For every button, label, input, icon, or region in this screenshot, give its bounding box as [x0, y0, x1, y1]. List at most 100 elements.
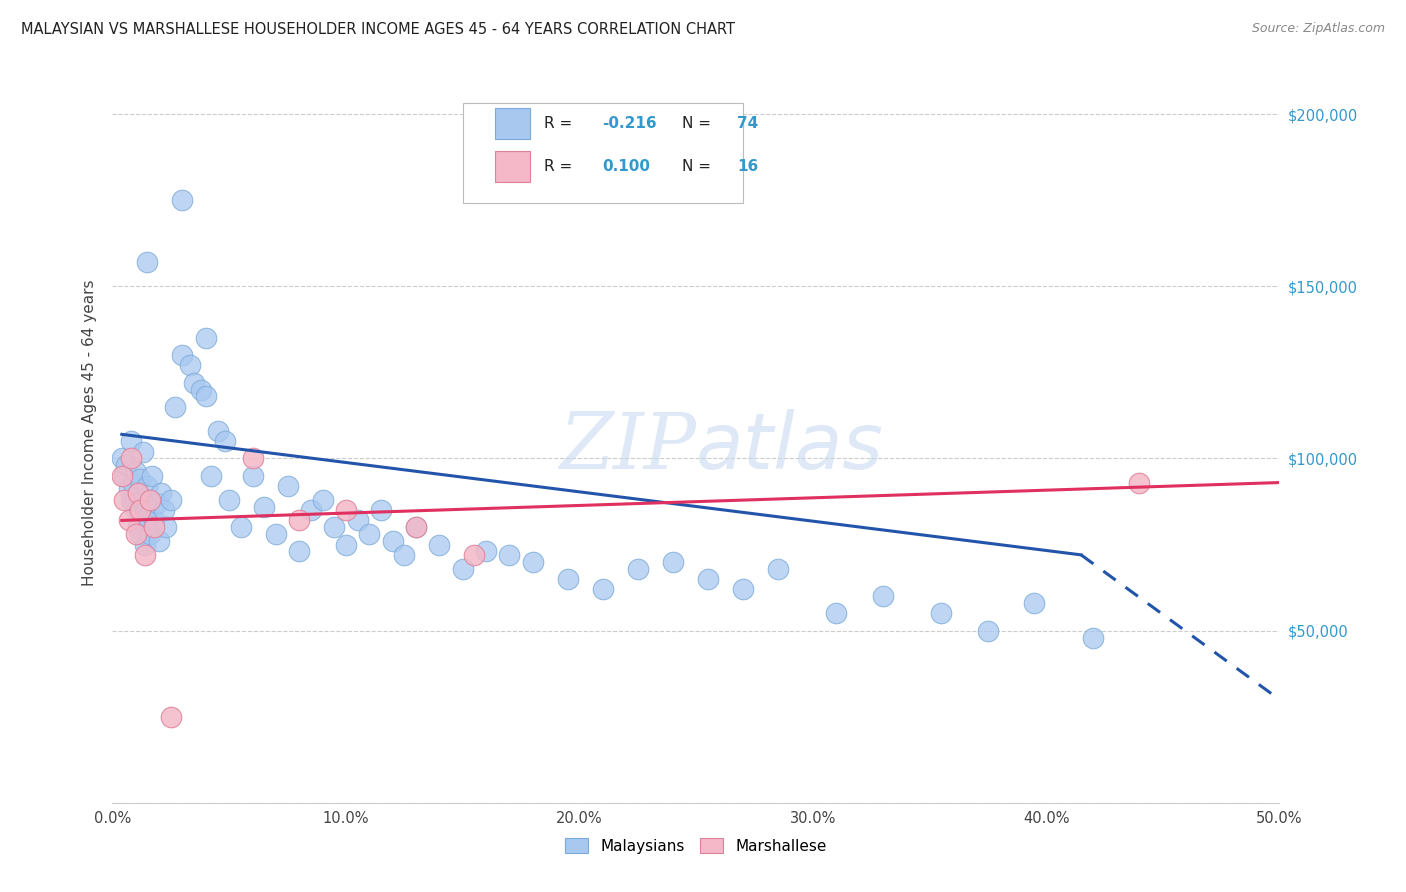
Text: atlas: atlas — [696, 409, 884, 485]
Point — [214, 434, 236, 449]
Point — [136, 479, 159, 493]
Point — [122, 496, 145, 510]
Point — [127, 520, 149, 534]
Point — [288, 544, 311, 558]
Text: ZIP: ZIP — [558, 409, 696, 485]
Point — [194, 331, 217, 345]
Point — [335, 537, 357, 551]
Text: MALAYSIAN VS MARSHALLESE HOUSEHOLDER INCOME AGES 45 - 64 YEARS CORRELATION CHART: MALAYSIAN VS MARSHALLESE HOUSEHOLDER INC… — [21, 22, 735, 37]
Point — [229, 520, 252, 534]
Point — [143, 513, 166, 527]
Point — [153, 503, 176, 517]
Point — [463, 548, 485, 562]
Legend: Malaysians, Marshallese: Malaysians, Marshallese — [561, 833, 831, 858]
Point — [115, 458, 138, 473]
Point — [125, 465, 148, 479]
Text: 0.100: 0.100 — [603, 160, 651, 174]
Point — [127, 486, 149, 500]
Point — [150, 486, 173, 500]
Point — [112, 492, 135, 507]
Point — [346, 513, 368, 527]
Point — [557, 572, 579, 586]
Point — [207, 424, 229, 438]
Point — [120, 451, 142, 466]
Point — [405, 520, 427, 534]
Point — [696, 572, 718, 586]
Point — [451, 561, 474, 575]
Point — [200, 468, 222, 483]
Point — [120, 492, 142, 507]
Point — [160, 709, 183, 723]
Point — [134, 537, 156, 551]
Point — [475, 544, 498, 558]
Point — [498, 548, 520, 562]
Point — [160, 492, 183, 507]
Point — [118, 513, 141, 527]
Point — [179, 359, 201, 373]
Point — [139, 527, 162, 541]
Point — [522, 555, 544, 569]
Point — [134, 503, 156, 517]
Point — [132, 444, 155, 458]
Point — [394, 548, 416, 562]
FancyBboxPatch shape — [495, 108, 530, 138]
Point — [125, 503, 148, 517]
Point — [311, 492, 333, 507]
Point — [288, 513, 311, 527]
Point — [253, 500, 276, 514]
Text: 74: 74 — [737, 116, 758, 130]
Point — [111, 451, 134, 466]
Point — [825, 607, 848, 621]
Text: Source: ZipAtlas.com: Source: ZipAtlas.com — [1251, 22, 1385, 36]
Point — [194, 389, 217, 403]
Point — [323, 520, 346, 534]
Point — [132, 492, 155, 507]
Text: N =: N = — [682, 160, 716, 174]
Point — [276, 479, 298, 493]
Point — [381, 534, 404, 549]
Point — [872, 589, 894, 603]
Point — [125, 527, 148, 541]
Text: 16: 16 — [737, 160, 758, 174]
Point — [139, 492, 162, 507]
Point — [627, 561, 650, 575]
Point — [136, 255, 159, 269]
Text: R =: R = — [544, 116, 578, 130]
Point — [172, 348, 194, 362]
Point — [134, 548, 156, 562]
Point — [1081, 631, 1104, 645]
Point — [112, 468, 135, 483]
FancyBboxPatch shape — [463, 103, 742, 203]
Y-axis label: Householder Income Ages 45 - 64 years: Householder Income Ages 45 - 64 years — [82, 279, 97, 586]
Point — [427, 537, 450, 551]
Point — [218, 492, 240, 507]
Point — [155, 520, 177, 534]
Point — [359, 527, 381, 541]
Point — [766, 561, 789, 575]
Point — [405, 520, 427, 534]
Point — [172, 193, 194, 207]
Point — [976, 624, 998, 638]
Point — [242, 451, 264, 466]
Point — [661, 555, 683, 569]
Point — [1024, 596, 1046, 610]
Point — [1128, 475, 1150, 490]
Text: -0.216: -0.216 — [603, 116, 657, 130]
Text: R =: R = — [544, 160, 578, 174]
Point — [120, 434, 142, 449]
Point — [370, 503, 392, 517]
Point — [136, 510, 159, 524]
Point — [141, 468, 163, 483]
FancyBboxPatch shape — [495, 152, 530, 182]
Point — [190, 383, 212, 397]
Point — [129, 527, 152, 541]
Point — [929, 607, 952, 621]
Point — [139, 492, 162, 507]
Point — [264, 527, 287, 541]
Point — [127, 486, 149, 500]
Point — [122, 475, 145, 490]
Point — [129, 472, 152, 486]
Point — [143, 520, 166, 534]
Point — [242, 468, 264, 483]
Point — [118, 483, 141, 497]
